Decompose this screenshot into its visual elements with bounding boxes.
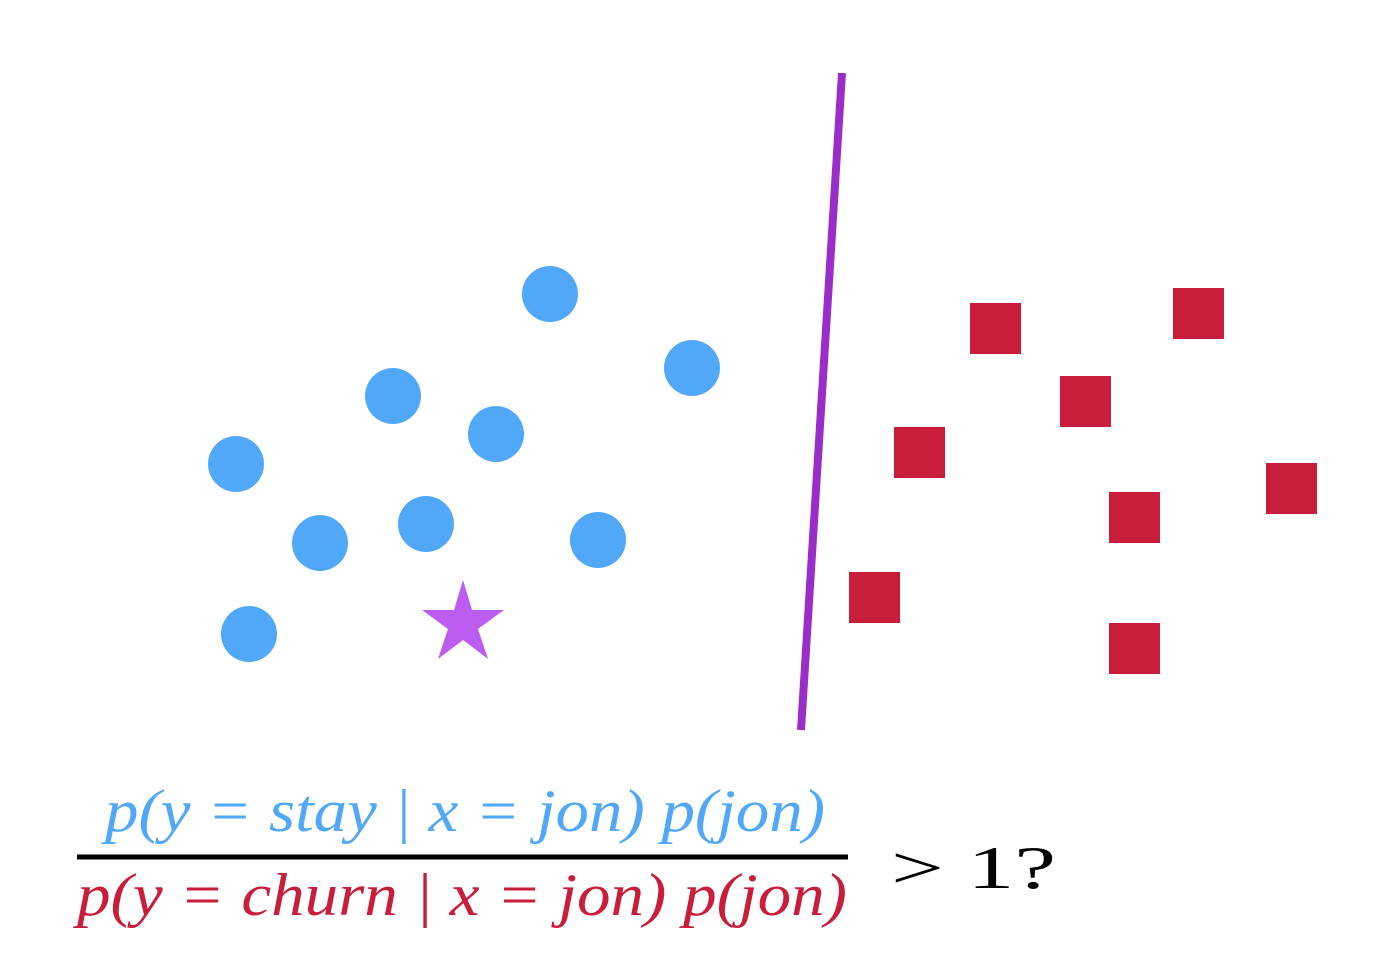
churn-point (1109, 492, 1160, 543)
churn-point (1266, 463, 1317, 514)
churn-point (849, 572, 900, 623)
formula-comparison: > 1? (891, 835, 1056, 901)
stay-point (468, 406, 524, 462)
stay-point (570, 512, 626, 568)
churn-point (1173, 288, 1224, 339)
stay-point (398, 496, 454, 552)
stay-point (664, 340, 720, 396)
churn-point (1109, 623, 1160, 674)
stay-point (221, 606, 277, 662)
churn-point (894, 427, 945, 478)
stay-point (292, 515, 348, 571)
formula-denominator: p(y = churn | x = jon) p(jon) (73, 862, 847, 928)
stay-points (208, 266, 720, 662)
formula-numerator: p(y = stay | x = jon) p(jon) (101, 778, 825, 844)
decision-boundary-line (797, 72, 846, 731)
stay-point (208, 436, 264, 492)
churn-points (849, 288, 1317, 674)
stay-point (365, 368, 421, 424)
query-star-jon (422, 580, 504, 659)
churn-point (970, 303, 1021, 354)
stay-point (522, 266, 578, 322)
bayes-ratio-formula: p(y = stay | x = jon) p(jon) p(y = churn… (73, 778, 1056, 928)
churn-point (1060, 376, 1111, 427)
